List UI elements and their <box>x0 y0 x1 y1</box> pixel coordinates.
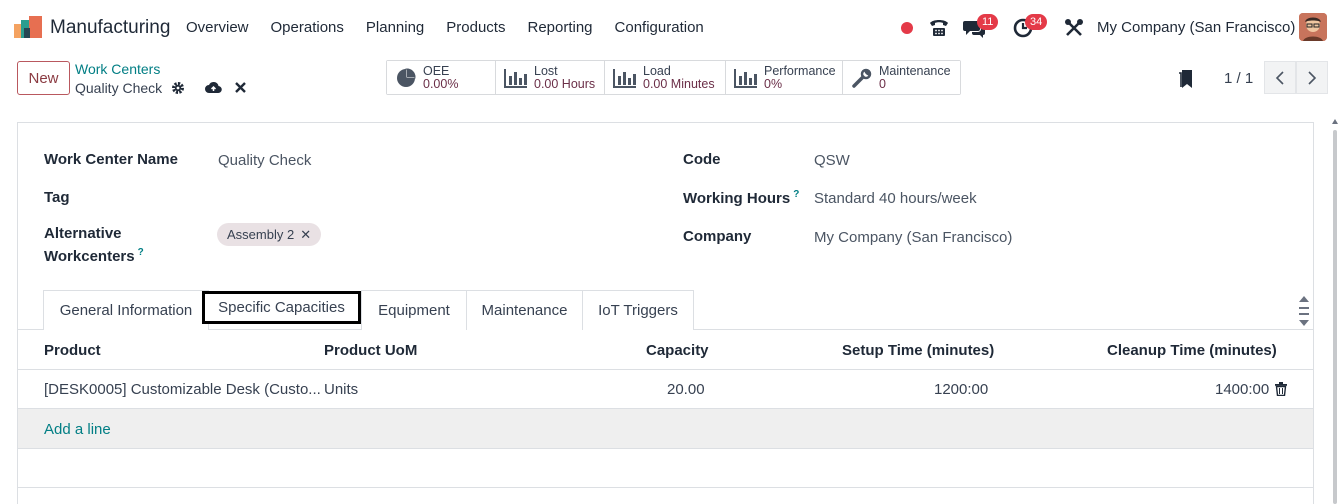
phone-icon[interactable] <box>928 16 950 38</box>
remove-tag-icon[interactable]: ✕ <box>300 226 312 242</box>
cell-capacity[interactable]: 20.00 <box>667 381 705 398</box>
tab-general-information[interactable]: General Information <box>43 290 209 330</box>
manufacturing-app-icon[interactable] <box>14 16 42 38</box>
top-navbar: Manufacturing Overview Operations Planni… <box>0 0 1339 56</box>
menu-reporting[interactable]: Reporting <box>527 19 593 36</box>
gear-icon[interactable] <box>171 81 185 95</box>
menu-overview[interactable]: Overview <box>186 19 249 36</box>
pager-previous-button[interactable] <box>1264 61 1296 94</box>
company-switcher[interactable]: My Company (San Francisco) <box>1097 19 1296 36</box>
cell-product-uom[interactable]: Units <box>324 381 359 398</box>
alternative-workcenters-label-line2: Workcenters <box>44 248 135 265</box>
smart-buttons-bar: OEE 0.00% Lost 0.00 Hours Load 0.00 Minu… <box>386 60 961 95</box>
oee-value: 0.00% <box>423 76 459 91</box>
add-line-row <box>18 409 1313 448</box>
tag-label-text: Assembly 2 <box>227 227 295 242</box>
lost-label: Lost <box>534 63 558 78</box>
performance-smart-button[interactable]: Performance 0% <box>726 61 843 94</box>
code-field[interactable]: QSW <box>814 152 850 169</box>
tag-label: Tag <box>44 189 70 206</box>
tools-icon[interactable] <box>1063 17 1085 39</box>
column-header-product[interactable]: Product <box>44 342 101 359</box>
column-header-setup-time[interactable]: Setup Time (minutes) <box>842 342 995 359</box>
load-smart-button[interactable]: Load 0.00 Minutes <box>605 61 726 94</box>
work-center-name-field[interactable]: Quality Check <box>218 152 312 169</box>
cell-setup-time[interactable]: 1200:00 <box>934 381 989 398</box>
load-label: Load <box>643 63 671 78</box>
main-menu: Overview Operations Planning Products Re… <box>186 19 726 36</box>
tabs-scroll-icon[interactable] <box>1297 293 1311 329</box>
cell-cleanup-time[interactable]: 1400:00 <box>1215 381 1270 398</box>
help-tooltip-icon[interactable]: ? <box>137 247 144 258</box>
menu-products[interactable]: Products <box>446 19 506 36</box>
pager-value[interactable]: 1 / 1 <box>1224 70 1254 87</box>
load-value: 0.00 Minutes <box>643 76 715 91</box>
working-hours-label: Working Hours? <box>683 189 799 207</box>
maintenance-value: 0 <box>879 76 886 91</box>
tab-equipment[interactable]: Equipment <box>361 290 467 330</box>
row-divider <box>18 408 1313 409</box>
user-avatar[interactable] <box>1299 13 1327 41</box>
performance-value: 0% <box>764 76 783 91</box>
menu-configuration[interactable]: Configuration <box>614 19 704 36</box>
pager-next-button[interactable] <box>1296 61 1328 94</box>
menu-planning[interactable]: Planning <box>365 19 425 36</box>
chat-badge: 11 <box>977 14 999 30</box>
maintenance-label: Maintenance <box>879 63 951 78</box>
trash-icon[interactable] <box>1275 382 1287 396</box>
column-header-capacity[interactable]: Capacity <box>646 342 709 359</box>
new-button[interactable]: New <box>17 61 70 95</box>
app-name[interactable]: Manufacturing <box>50 17 171 38</box>
tab-iot-triggers[interactable]: IoT Triggers <box>582 290 694 330</box>
breadcrumb-work-centers[interactable]: Work Centers <box>75 61 161 77</box>
column-header-product-uom[interactable]: Product UoM <box>324 342 418 359</box>
avatar-image <box>1299 13 1327 41</box>
bar-chart-icon <box>504 68 527 88</box>
add-a-line-link[interactable]: Add a line <box>44 421 111 438</box>
maintenance-smart-button[interactable]: Maintenance 0 <box>843 61 960 94</box>
lost-value: 0.00 Hours <box>534 76 596 91</box>
alternative-workcenters-label-line1: Alternative <box>44 225 122 242</box>
alternative-workcenter-tag: Assembly 2 ✕ <box>217 223 322 246</box>
alternative-workcenters-label: Workcenters? <box>44 247 144 265</box>
wrench-icon <box>852 68 872 88</box>
oee-label: OEE <box>423 63 450 78</box>
chevron-right-icon <box>1308 70 1317 85</box>
lost-smart-button[interactable]: Lost 0.00 Hours <box>496 61 605 94</box>
row-divider <box>18 487 1313 488</box>
page-scrollbar[interactable] <box>1331 116 1339 504</box>
tab-specific-capacities[interactable]: Specific Capacities <box>202 291 361 324</box>
cloud-upload-icon[interactable] <box>205 80 222 95</box>
code-label: Code <box>683 151 721 168</box>
company-label: Company <box>683 228 752 245</box>
bar-chart-icon <box>613 68 636 88</box>
row-divider <box>18 448 1313 449</box>
tag-field[interactable] <box>218 189 638 209</box>
activity-badge: 34 <box>1025 14 1048 30</box>
cell-product[interactable]: [DESK0005] Customizable Desk (Custo... <box>44 381 321 398</box>
pie-chart-icon <box>397 67 416 87</box>
help-tooltip-icon[interactable]: ? <box>793 189 800 200</box>
company-field[interactable]: My Company (San Francisco) <box>814 229 1013 246</box>
bookmark-icon[interactable] <box>1178 69 1194 89</box>
recording-indicator-icon[interactable] <box>901 22 913 34</box>
chevron-left-icon <box>1275 70 1284 85</box>
discard-x-icon[interactable] <box>234 81 247 94</box>
table-header-divider <box>18 369 1313 370</box>
record-title: Quality Check <box>75 80 163 96</box>
oee-smart-button[interactable]: OEE 0.00% <box>387 61 496 94</box>
column-header-cleanup-time[interactable]: Cleanup Time (minutes) <box>1107 342 1277 359</box>
tab-maintenance[interactable]: Maintenance <box>466 290 583 330</box>
working-hours-field[interactable]: Standard 40 hours/week <box>814 190 977 207</box>
working-hours-label-text: Working Hours <box>683 190 791 207</box>
menu-operations[interactable]: Operations <box>270 19 344 36</box>
work-center-name-label: Work Center Name <box>44 151 178 168</box>
bar-chart-icon <box>734 68 757 88</box>
performance-label: Performance <box>764 63 836 78</box>
